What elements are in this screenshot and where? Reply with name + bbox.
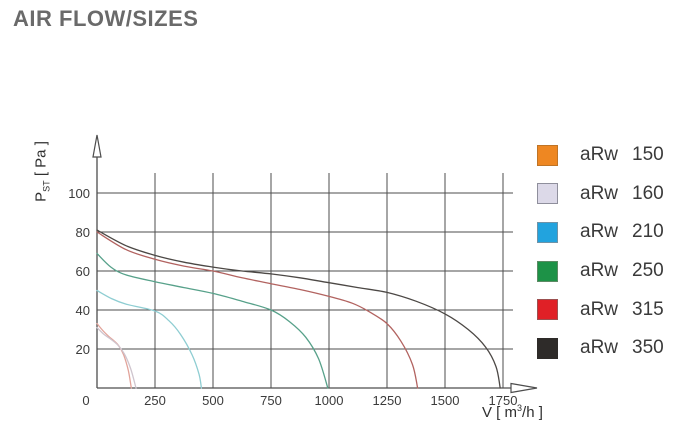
y-axis-symbol: P: [32, 191, 50, 202]
legend-item-arw-350: aRw 350: [537, 329, 664, 368]
legend-size-text: 150: [632, 144, 664, 166]
page-title: AIR FLOW/SIZES: [13, 6, 199, 31]
x-tick-label: 0: [82, 393, 89, 408]
legend-swatch-icon: [537, 183, 558, 205]
legend-item-arw-210: aRw 210: [537, 213, 664, 252]
y-axis-subscript: ST: [41, 180, 52, 192]
legend-label: aRw 250: [580, 260, 664, 282]
y-tick-label: 60: [76, 264, 90, 279]
legend-model-text: aRw: [580, 221, 619, 243]
legend-size-text: 250: [632, 260, 664, 282]
legend-size-text: 350: [632, 337, 664, 359]
legend-swatch-icon: [537, 337, 558, 359]
legend-model-text: aRw: [580, 260, 619, 282]
legend-size-text: 315: [632, 298, 664, 320]
legend-model-text: aRw: [580, 144, 619, 166]
legend-size-text: 160: [632, 182, 664, 204]
x-tick-label: 500: [202, 393, 224, 408]
legend-item-arw-160: aRw 160: [537, 175, 664, 214]
legend-label: aRw 315: [580, 299, 664, 321]
y-axis-label: PST [ Pa ]: [33, 126, 52, 218]
legend-swatch-icon: [537, 144, 558, 166]
y-tick-label: 40: [76, 303, 90, 318]
x-axis-prefix: V [ m: [482, 404, 518, 421]
legend-label: aRw 160: [580, 183, 664, 205]
curve-arw-250: [96, 252, 329, 389]
x-tick-label: 750: [260, 393, 282, 408]
legend: aRw 150 aRw 160 aRw 210 aRw 250 aRw 315 aRw 350: [537, 136, 664, 368]
x-axis-label: V [ m3/h ]: [482, 403, 543, 421]
x-tick-label: 1000: [315, 393, 344, 408]
legend-swatch-icon: [537, 260, 558, 282]
legend-label: aRw 210: [580, 221, 664, 243]
legend-swatch-icon: [537, 299, 558, 321]
x-axis-suffix: /h ]: [522, 404, 543, 421]
legend-item-arw-250: aRw 250: [537, 252, 664, 291]
x-tick-label: 1250: [373, 393, 402, 408]
y-tick-label: 100: [68, 186, 90, 201]
x-axis-superscript: 3: [517, 403, 523, 413]
legend-label: aRw 350: [580, 337, 664, 359]
legend-label: aRw 150: [580, 144, 664, 166]
y-tick-label: 20: [76, 342, 90, 357]
curve-arw-160: [96, 326, 137, 389]
legend-size-text: 210: [632, 221, 664, 243]
legend-item-arw-315: aRw 315: [537, 290, 664, 329]
y-axis-unit: [ Pa ]: [32, 141, 50, 181]
x-axis-arrow-icon: [510, 382, 538, 394]
y-tick-label: 80: [76, 225, 90, 240]
x-tick-label: 1750: [489, 393, 518, 408]
legend-model-text: aRw: [580, 337, 619, 359]
legend-model-text: aRw: [580, 182, 619, 204]
legend-item-arw-150: aRw 150: [537, 136, 664, 175]
curve-arw-210: [96, 289, 203, 389]
curve-arw-315: [96, 231, 419, 389]
y-axis-arrow-icon: [92, 134, 102, 158]
x-tick-label: 1500: [431, 393, 460, 408]
curve-arw-350: [96, 229, 501, 389]
x-tick-label: 250: [144, 393, 166, 408]
legend-swatch-icon: [537, 221, 558, 243]
legend-model-text: aRw: [580, 298, 619, 320]
